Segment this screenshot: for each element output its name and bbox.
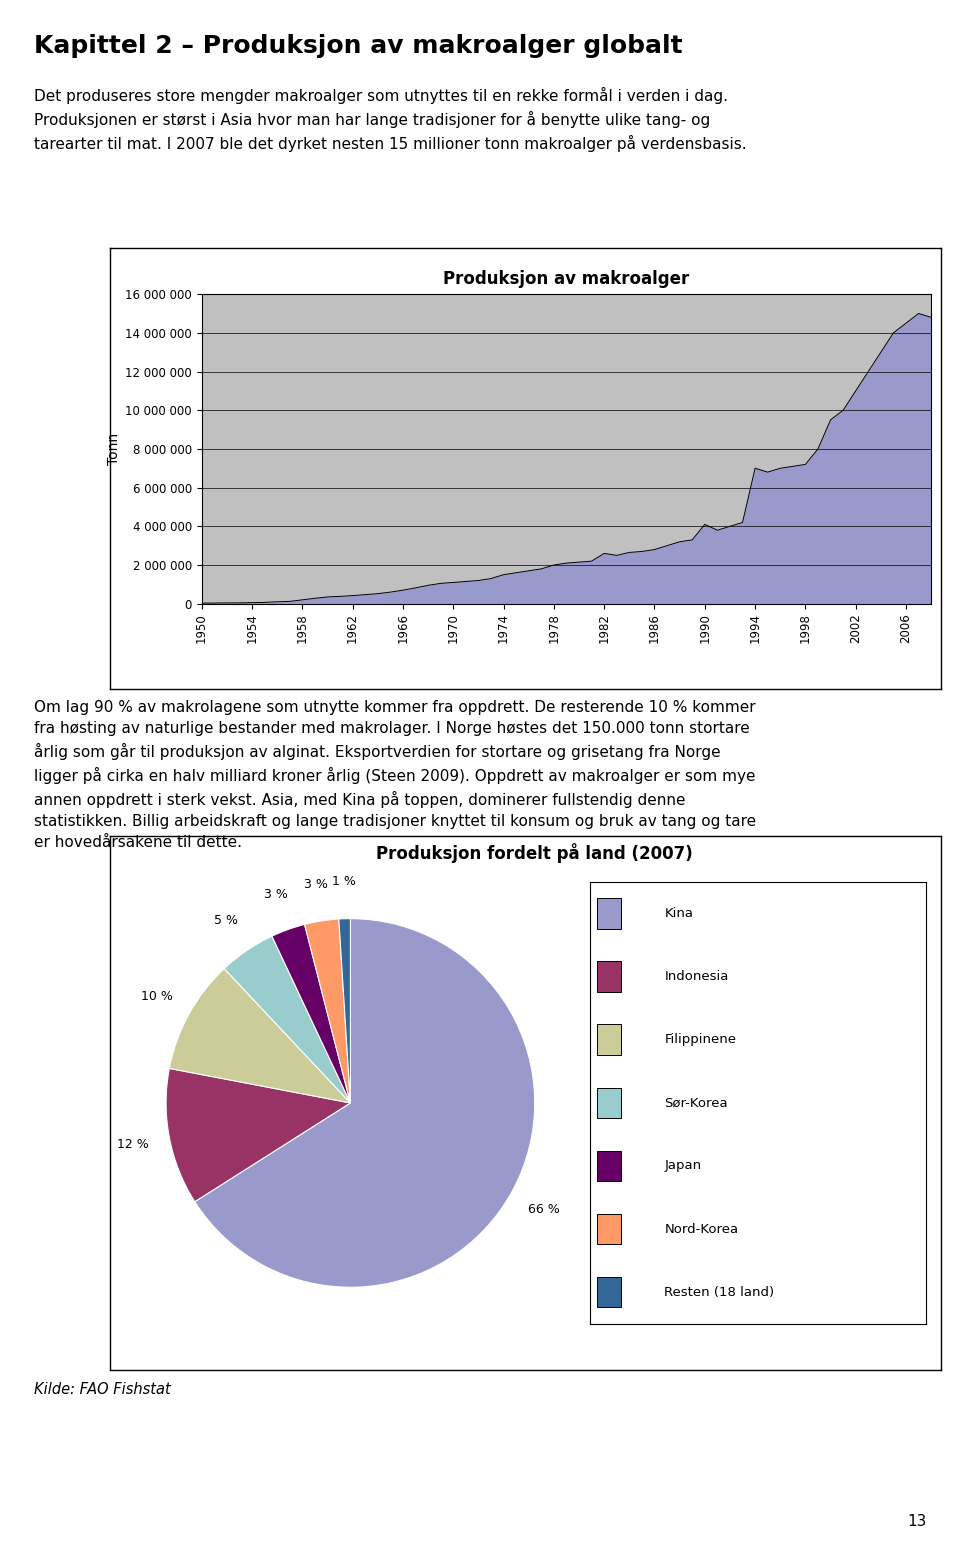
Wedge shape	[169, 969, 350, 1102]
Title: Produksjon av makroalger: Produksjon av makroalger	[444, 271, 689, 288]
Text: Kilde: FAO Fishstat: Kilde: FAO Fishstat	[34, 1382, 170, 1398]
Bar	[597, 1277, 620, 1308]
Bar	[597, 1088, 620, 1118]
Y-axis label: Tonn: Tonn	[107, 433, 121, 464]
Text: 13: 13	[907, 1514, 926, 1529]
Bar	[597, 1214, 620, 1245]
Text: Resten (18 land): Resten (18 land)	[664, 1285, 775, 1299]
Wedge shape	[272, 924, 350, 1102]
Text: 12 %: 12 %	[117, 1138, 149, 1150]
Text: Kina: Kina	[664, 907, 693, 921]
Text: Japan: Japan	[664, 1159, 702, 1172]
Text: Om lag 90 % av makrolagene som utnytte kommer fra oppdrett. De resterende 10 % k: Om lag 90 % av makrolagene som utnytte k…	[34, 700, 756, 850]
Text: 3 %: 3 %	[264, 889, 287, 901]
Text: 1 %: 1 %	[331, 875, 355, 889]
Text: 10 %: 10 %	[140, 989, 173, 1003]
Wedge shape	[166, 1068, 350, 1201]
Text: Indonesia: Indonesia	[664, 971, 729, 983]
Text: 3 %: 3 %	[304, 878, 327, 892]
Bar	[597, 961, 620, 992]
Text: Kapittel 2 – Produksjon av makroalger globalt: Kapittel 2 – Produksjon av makroalger gl…	[34, 34, 683, 59]
Text: 66 %: 66 %	[528, 1203, 560, 1217]
Wedge shape	[195, 918, 535, 1288]
Wedge shape	[225, 937, 350, 1102]
Text: Sør-Korea: Sør-Korea	[664, 1096, 728, 1110]
Wedge shape	[304, 920, 350, 1102]
Bar	[597, 1025, 620, 1056]
Wedge shape	[339, 918, 350, 1102]
Title: Produksjon fordelt på land (2007): Produksjon fordelt på land (2007)	[376, 842, 693, 862]
Text: Filippinene: Filippinene	[664, 1034, 736, 1046]
Text: 5 %: 5 %	[214, 913, 238, 927]
Text: Det produseres store mengder makroalger som utnyttes til en rekke formål i verde: Det produseres store mengder makroalger …	[34, 87, 746, 152]
Bar	[597, 1150, 620, 1181]
Bar	[597, 898, 620, 929]
Text: Nord-Korea: Nord-Korea	[664, 1223, 738, 1235]
